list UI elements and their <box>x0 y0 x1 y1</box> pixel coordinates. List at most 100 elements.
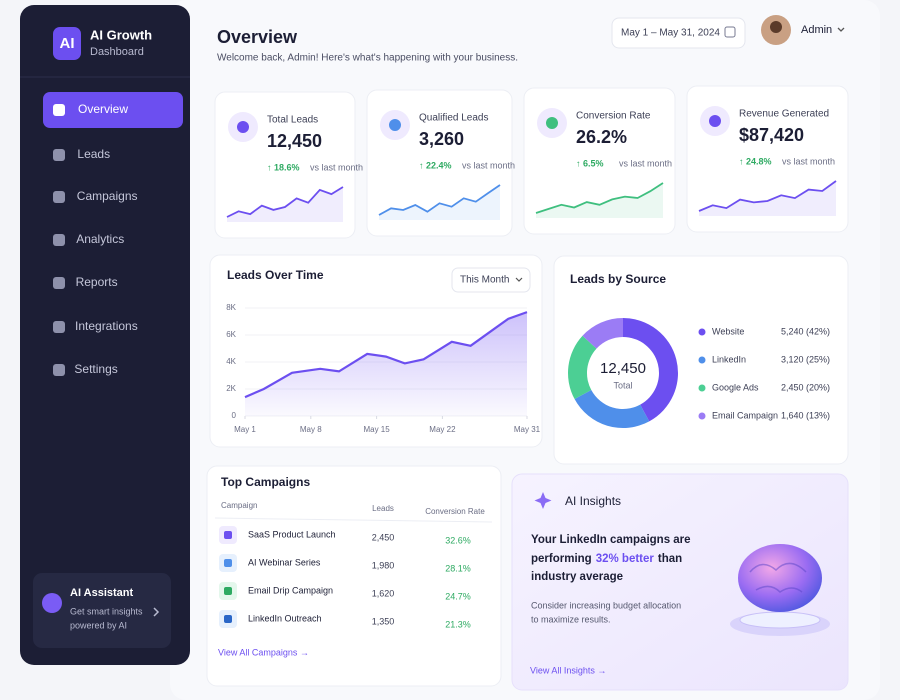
kpi-value: 26.2% <box>576 127 627 147</box>
nav-item[interactable]: Integrations <box>75 319 138 333</box>
date-range[interactable]: May 1 – May 31, 2024 <box>621 28 720 39</box>
avatar-head <box>770 21 782 33</box>
kpi-icon <box>389 119 401 131</box>
insight-advice: to maximize results. <box>531 614 611 624</box>
filter-chevron <box>515 277 523 282</box>
insight-highlight: 32% better <box>596 553 655 565</box>
insight-text: performing 32% better than <box>531 553 682 565</box>
legend-label: LinkedIn <box>712 354 746 364</box>
assistant-text: Get smart insights <box>70 606 143 616</box>
legend-swatch <box>698 328 706 336</box>
donut-segment <box>574 390 650 428</box>
nav-active <box>43 92 183 128</box>
assistant-title: AI Assistant <box>70 587 134 599</box>
campaign-name: AI Webinar Series <box>248 557 321 567</box>
sparkline-area <box>379 185 500 220</box>
insight-text: Your LinkedIn campaigns are <box>531 534 691 546</box>
column-header: Leads <box>372 504 394 513</box>
sparkline <box>698 180 837 212</box>
brand-sub: Dashboard <box>90 46 144 58</box>
campaign-rate: 21.3% <box>445 619 471 629</box>
filter[interactable]: This Month <box>460 275 509 286</box>
assistant-icon <box>42 593 62 613</box>
campaign-icon <box>224 531 232 539</box>
kpi-change: ↑ 24.8% <box>739 156 772 166</box>
filter-box <box>451 267 531 293</box>
sparkline-area <box>536 183 663 218</box>
campaign-icon <box>224 559 232 567</box>
view-all-link[interactable]: View All Campaigns → <box>218 647 309 657</box>
user-chevron <box>837 27 845 32</box>
kpi-value: $87,420 <box>739 125 804 145</box>
legend-value: 1,640 (13%) <box>781 410 830 420</box>
sparkline-area <box>227 187 343 222</box>
nav-item[interactable]: Overview <box>78 102 128 116</box>
legend-label: Google Ads <box>712 382 759 392</box>
insight-text: than <box>658 553 682 565</box>
campaign-icon <box>224 615 232 623</box>
x-tick-label: May 22 <box>429 425 456 434</box>
donut-segment <box>582 318 623 349</box>
legend-swatch <box>698 412 706 420</box>
kpi-change-note: vs last month <box>619 158 672 168</box>
column-header: Campaign <box>221 501 257 510</box>
y-tick-label: 4K <box>226 357 236 366</box>
table-title: Top Campaigns <box>221 475 310 489</box>
donut-segment <box>568 335 597 400</box>
sparkline <box>378 184 501 216</box>
legend-label: Website <box>712 326 744 336</box>
page-title: Overview <box>217 27 298 47</box>
sparkle-icon <box>534 492 552 509</box>
kpi-change: ↑ 18.6% <box>267 162 300 172</box>
kpi-value: 3,260 <box>419 129 464 149</box>
assistant-box <box>33 573 171 648</box>
user-name[interactable]: Admin <box>801 24 832 36</box>
x-tick-label: May 1 <box>234 425 256 434</box>
nav-icon <box>53 277 65 289</box>
nav-icon <box>53 321 65 333</box>
insights-title: AI Insights <box>565 494 621 508</box>
y-tick-label: 8K <box>226 303 236 312</box>
legend-label: Email Campaign <box>712 410 778 420</box>
insight-advice: Consider increasing budget allocation <box>531 600 681 610</box>
nav-item[interactable]: Campaigns <box>77 189 138 203</box>
date-picker <box>611 17 746 49</box>
chart-title: Leads Over Time <box>227 268 324 282</box>
insights-card <box>511 473 849 691</box>
brain <box>738 544 822 612</box>
kpi-label: Qualified Leads <box>419 113 489 124</box>
y-tick-label: 2K <box>226 384 236 393</box>
brain-platform-top <box>739 611 821 629</box>
nav-item[interactable]: Leads <box>77 147 110 161</box>
brain-fold <box>749 562 807 593</box>
logo: AI <box>60 35 75 52</box>
nav-item[interactable]: Analytics <box>76 232 124 246</box>
chart-title: Leads by Source <box>570 272 666 286</box>
insight-text: performing <box>531 553 592 565</box>
campaign-leads: 1,350 <box>372 616 395 626</box>
nav-item[interactable]: Settings <box>74 362 117 376</box>
nav-icon <box>53 191 65 203</box>
kpi-icon <box>237 121 249 133</box>
campaign-rate: 24.7% <box>445 591 471 601</box>
assistant-chevron <box>153 607 160 617</box>
insight-text: industry average <box>531 571 623 583</box>
page-subtitle: Welcome back, Admin! Here's what's happe… <box>217 53 518 64</box>
campaign-leads: 1,980 <box>372 560 395 570</box>
kpi-change-note: vs last month <box>310 162 363 172</box>
nav-item[interactable]: Reports <box>76 275 118 289</box>
kpi-change: ↑ 22.4% <box>419 160 452 170</box>
header-divider <box>214 517 493 523</box>
kpi-label: Conversion Rate <box>576 111 651 122</box>
view-insights-link[interactable]: View All Insights → <box>530 665 606 675</box>
campaign-name: SaaS Product Launch <box>248 529 336 539</box>
legend-value: 2,450 (20%) <box>781 382 830 392</box>
kpi-icon <box>709 115 721 127</box>
legend-value: 5,240 (42%) <box>781 326 830 336</box>
nav-icon <box>53 364 65 376</box>
nav-icon <box>53 149 65 161</box>
kpi-change-note: vs last month <box>462 160 515 170</box>
legend-value: 3,120 (25%) <box>781 354 830 364</box>
kpi-label: Total Leads <box>267 115 318 126</box>
